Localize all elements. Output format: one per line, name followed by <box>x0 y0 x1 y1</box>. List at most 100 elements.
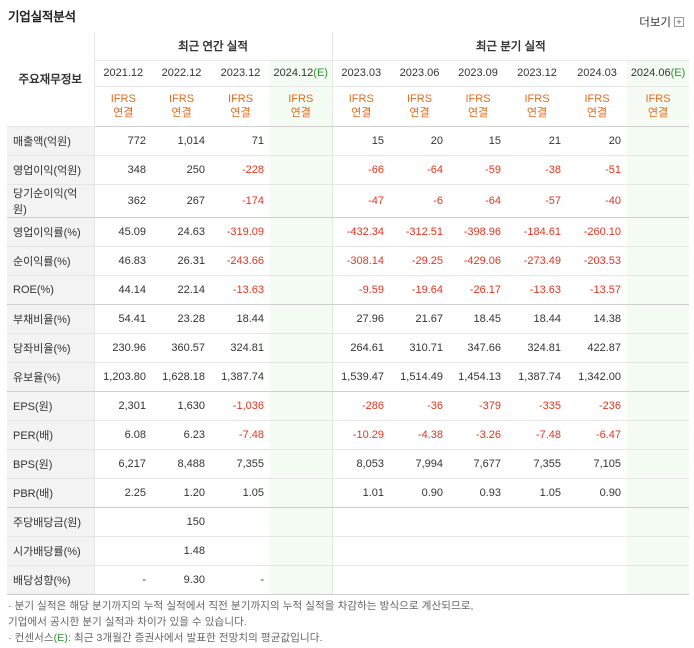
row-label: PBR(배) <box>7 478 95 508</box>
quarter-value-cell <box>331 536 390 566</box>
quarter-value-cell: 1.01 <box>331 478 390 508</box>
annual-value-cell <box>270 275 332 305</box>
annual-value-cell <box>270 184 332 218</box>
table-row: 유보율(%) 1,203.80 1,628.18 1,387.74 1,539.47 1,… <box>7 362 690 392</box>
ifrs-label: IFRS <box>348 93 374 105</box>
period-label: 2023.12 <box>220 67 261 79</box>
accounting-standard-header: IFRS 연결 <box>331 86 390 127</box>
annual-value-cell <box>94 507 152 537</box>
quarter-value-cell <box>627 507 690 537</box>
annual-value-cell <box>270 246 332 276</box>
annual-value-cell: 324.81 <box>211 333 270 363</box>
table-row: 영업이익(억원) 348 250 -228 -66 -64 -59 -38 -51 <box>7 155 690 185</box>
quarter-value-cell: -13.57 <box>567 275 627 305</box>
quarter-value-cell <box>627 391 690 421</box>
quarter-value-cell: 1,342.00 <box>567 362 627 392</box>
quarter-value-cell: -9.59 <box>331 275 390 305</box>
quarter-value-cell: -3.26 <box>449 420 507 450</box>
quarter-value-cell: 324.81 <box>507 333 567 363</box>
period-label: 2022.12 <box>161 67 202 79</box>
annual-value-cell: 2,301 <box>94 391 152 421</box>
table-row: EPS(원) 2,301 1,630 -1,036 -286 -36 -379 -335 -23… <box>7 391 690 421</box>
table-row: 당기순이익(억원) 362 267 -174 -47 -6 -64 -57 -40 <box>7 184 690 218</box>
annual-value-cell: 9.30 <box>152 565 211 595</box>
annual-value-cell: 6.08 <box>94 420 152 450</box>
annual-value-cell: -243.66 <box>211 246 270 276</box>
quarter-value-cell <box>390 565 449 595</box>
quarter-value-cell <box>627 536 690 566</box>
annual-value-cell: 772 <box>94 126 152 156</box>
annual-value-cell: 1,387.74 <box>211 362 270 392</box>
row-label: 시가배당률(%) <box>7 536 95 566</box>
quarter-value-cell <box>390 507 449 537</box>
ifrs-label: IFRS <box>406 93 433 105</box>
row-label: 유보율(%) <box>7 362 95 392</box>
annual-value-cell: 7,355 <box>211 449 270 479</box>
quarter-value-cell <box>627 304 690 334</box>
row-label: 매출액(억원) <box>7 126 95 156</box>
quarter-value-cell: -40 <box>567 184 627 218</box>
quarter-value-cell <box>627 155 690 185</box>
annual-value-cell: 150 <box>152 507 211 537</box>
quarter-value-cell: -6 <box>390 184 449 218</box>
quarter-value-cell <box>331 565 390 595</box>
annual-value-cell <box>211 536 270 566</box>
footnote-1: · 분기 실적은 해당 분기까지의 누적 실적에서 직전 분기까지의 누적 실적… <box>8 600 474 612</box>
annual-value-cell: 267 <box>152 184 211 218</box>
period-header: 2023.06 <box>390 60 449 87</box>
annual-value-cell <box>270 362 332 392</box>
annual-value-cell: - <box>94 565 152 595</box>
quarter-value-cell: 347.66 <box>449 333 507 363</box>
more-label: 더보기 <box>639 17 671 29</box>
quarter-value-cell: 15 <box>449 126 507 156</box>
table-row: 부채비율(%) 54.41 23.28 18.44 27.96 21.67 18.45 18.… <box>7 304 690 334</box>
footnote-3-prefix: · 컨센서스 <box>8 632 54 644</box>
quarter-value-cell: -236 <box>567 391 627 421</box>
quarter-value-cell: 20 <box>390 126 449 156</box>
annual-value-cell: 23.28 <box>152 304 211 334</box>
ifrs-label: IFRS <box>288 93 314 105</box>
quarter-value-cell <box>567 507 627 537</box>
period-header: 2024.12(E) <box>270 60 332 87</box>
quarter-value-cell: -19.64 <box>390 275 449 305</box>
quarter-value-cell: 21 <box>507 126 567 156</box>
table-row: 배당성향(%) -9.30- <box>7 565 690 595</box>
row-label: PER(배) <box>7 420 95 450</box>
quarter-value-cell: 264.61 <box>331 333 390 363</box>
annual-value-cell: 362 <box>94 184 152 218</box>
quarter-value-cell: -7.48 <box>507 420 567 450</box>
quarter-value-cell: -260.10 <box>567 217 627 247</box>
table-row: 순이익률(%) 46.83 26.31 -243.66 -308.14 -29.25 -42… <box>7 246 690 276</box>
quarter-value-cell: -57 <box>507 184 567 218</box>
quarter-value-cell: 0.90 <box>390 478 449 508</box>
annual-value-cell <box>270 333 332 363</box>
annual-value-cell: 6,217 <box>94 449 152 479</box>
more-link[interactable]: 더보기 + <box>639 14 684 30</box>
quarter-value-cell: -13.63 <box>507 275 567 305</box>
table-row: 매출액(억원) 772 1,014 71 15 20 15 21 20 <box>7 126 690 156</box>
estimate-mark: (E) <box>670 67 686 79</box>
annual-value-cell: -174 <box>211 184 270 218</box>
consolidated-label: 연결 <box>230 107 251 119</box>
quarter-value-cell <box>507 536 567 566</box>
quarter-value-cell <box>627 184 690 218</box>
section-title: 기업실적분석 <box>8 10 76 24</box>
consolidated-label: 연결 <box>409 107 430 119</box>
annual-value-cell: 360.57 <box>152 333 211 363</box>
consolidated-label: 연결 <box>113 107 134 119</box>
quarter-value-cell: 1,387.74 <box>507 362 567 392</box>
quarter-value-cell: 18.45 <box>449 304 507 334</box>
ifrs-label: IFRS <box>465 93 491 105</box>
period-label: 2024.03 <box>577 67 617 79</box>
accounting-standard-header: IFRS 연결 <box>152 86 211 127</box>
quarter-value-cell: -59 <box>449 155 507 185</box>
annual-value-cell <box>270 155 332 185</box>
quarter-value-cell <box>449 565 507 595</box>
annual-value-cell: 1,630 <box>152 391 211 421</box>
row-label: 순이익률(%) <box>7 246 95 276</box>
quarter-value-cell: 20 <box>567 126 627 156</box>
estimate-mark: (E) <box>313 67 328 79</box>
quarter-value-cell: 422.87 <box>567 333 627 363</box>
annual-value-cell <box>270 449 332 479</box>
quarter-value-cell: -47 <box>331 184 390 218</box>
